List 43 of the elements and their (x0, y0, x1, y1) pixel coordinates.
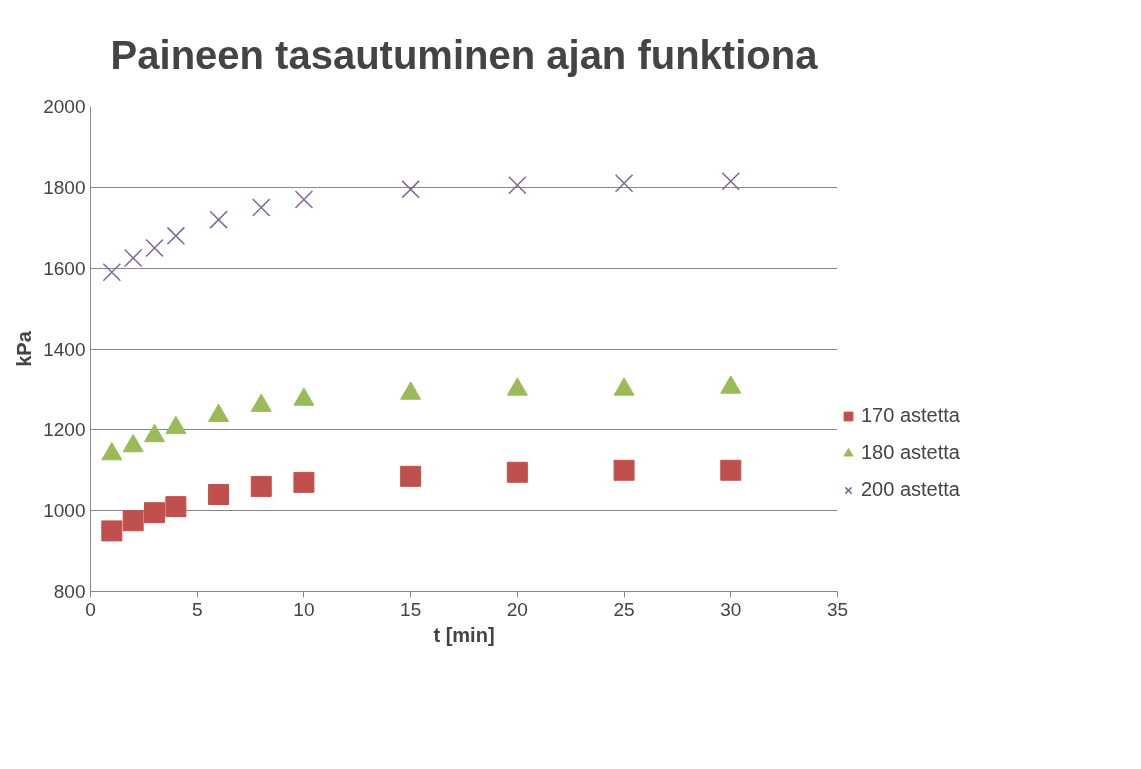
point (506, 461, 528, 483)
x-tick-label: 10 (293, 598, 315, 620)
x-tick-label: 30 (720, 598, 742, 620)
point (102, 262, 122, 282)
point (252, 198, 271, 217)
x-tick-label: 15 (400, 598, 422, 620)
legend-label: 170 astetta (861, 404, 960, 427)
y-tick-label: 1000 (43, 500, 86, 522)
point (508, 176, 527, 195)
point (721, 172, 741, 191)
point (294, 190, 314, 209)
y-tick-label: 2000 (43, 96, 86, 117)
point (101, 520, 123, 542)
point (166, 226, 186, 246)
point (208, 484, 230, 505)
x-axis-title: t [min] (433, 623, 495, 646)
legend-label: 180 astetta (861, 441, 960, 464)
point (122, 510, 144, 532)
y-tick-label: 1600 (43, 257, 86, 279)
point (123, 248, 143, 268)
point (401, 180, 420, 199)
x-tick-label: 5 (191, 598, 203, 620)
point (145, 238, 164, 258)
point (165, 496, 187, 518)
point (613, 459, 635, 481)
y-axis-title: kPa (13, 330, 36, 367)
y-tick-label: 800 (53, 581, 86, 602)
y-tick-label: 1800 (43, 176, 86, 198)
legend-label: 200 astetta (861, 478, 960, 501)
point (144, 502, 166, 524)
point (400, 465, 422, 487)
point (614, 174, 634, 193)
y-tick-label: 1400 (43, 338, 86, 360)
x-tick-label: 0 (85, 598, 96, 620)
point (293, 471, 315, 493)
chart-title: Paineen tasautuminen ajan funktiona (110, 32, 819, 77)
x-tick-label: 25 (613, 598, 635, 620)
point (720, 459, 742, 481)
x-tick-label: 35 (826, 598, 849, 620)
y-tick-label: 1200 (43, 419, 86, 441)
point (250, 475, 272, 497)
x-tick-label: 20 (506, 598, 528, 620)
point (209, 210, 228, 229)
